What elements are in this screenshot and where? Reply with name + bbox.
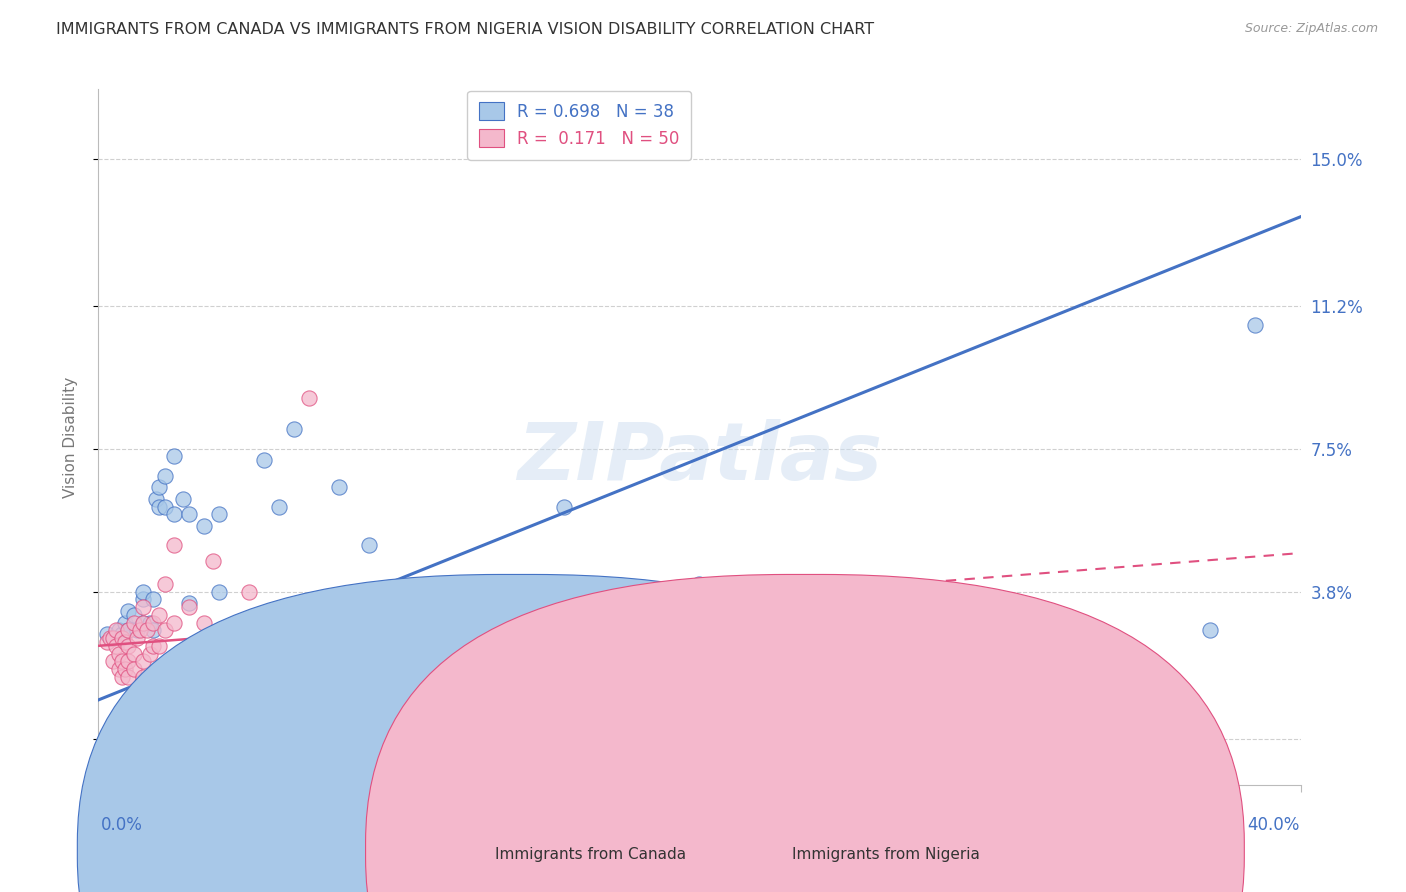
- Point: [127, 624, 149, 638]
- Point: [298, 392, 321, 406]
- Point: [96, 635, 118, 649]
- Point: [117, 624, 139, 638]
- Point: [108, 662, 131, 676]
- Point: [132, 592, 155, 607]
- Legend: R = 0.698   N = 38, R =  0.171   N = 50: R = 0.698 N = 38, R = 0.171 N = 50: [467, 91, 692, 160]
- Point: [328, 480, 350, 494]
- Point: [124, 647, 146, 661]
- Point: [148, 480, 170, 494]
- Point: [141, 592, 163, 607]
- Point: [357, 538, 380, 552]
- Point: [208, 508, 231, 522]
- Point: [162, 508, 184, 522]
- Point: [127, 631, 149, 645]
- Point: [103, 654, 125, 668]
- Point: [100, 631, 122, 645]
- Point: [153, 577, 176, 591]
- Point: [111, 670, 134, 684]
- Point: [117, 624, 139, 638]
- Point: [124, 607, 146, 622]
- Point: [689, 577, 711, 591]
- Point: [114, 635, 136, 649]
- Point: [117, 604, 139, 618]
- Point: [193, 615, 215, 630]
- Point: [114, 615, 136, 630]
- Text: Immigrants from Nigeria: Immigrants from Nigeria: [792, 847, 980, 863]
- Point: [103, 631, 125, 645]
- Point: [177, 600, 200, 615]
- Point: [141, 639, 163, 653]
- Point: [267, 615, 290, 630]
- Point: [153, 624, 176, 638]
- Point: [108, 624, 131, 638]
- Point: [177, 596, 200, 610]
- Point: [177, 508, 200, 522]
- Point: [141, 615, 163, 630]
- Y-axis label: Vision Disability: Vision Disability: [63, 376, 77, 498]
- Point: [172, 491, 194, 506]
- Point: [124, 662, 146, 676]
- Text: 0.0%: 0.0%: [101, 816, 143, 834]
- Point: [222, 647, 245, 661]
- Point: [177, 647, 200, 661]
- Point: [108, 647, 131, 661]
- Point: [153, 468, 176, 483]
- Point: [538, 596, 561, 610]
- Point: [141, 624, 163, 638]
- Point: [283, 654, 305, 668]
- Text: IMMIGRANTS FROM CANADA VS IMMIGRANTS FROM NIGERIA VISION DISABILITY CORRELATION : IMMIGRANTS FROM CANADA VS IMMIGRANTS FRO…: [56, 22, 875, 37]
- Point: [238, 584, 260, 599]
- Point: [117, 654, 139, 668]
- Point: [111, 631, 134, 645]
- Point: [111, 654, 134, 668]
- Point: [96, 627, 118, 641]
- Point: [132, 670, 155, 684]
- Point: [105, 639, 128, 653]
- Point: [124, 615, 146, 630]
- Point: [129, 624, 152, 638]
- Point: [138, 647, 160, 661]
- Point: [283, 422, 305, 436]
- Point: [929, 584, 952, 599]
- Point: [145, 491, 167, 506]
- Text: Immigrants from Canada: Immigrants from Canada: [495, 847, 686, 863]
- Point: [105, 624, 128, 638]
- Point: [388, 584, 411, 599]
- Point: [193, 519, 215, 533]
- Point: [132, 615, 155, 630]
- Point: [553, 500, 575, 514]
- Point: [162, 615, 184, 630]
- Point: [132, 600, 155, 615]
- Text: 40.0%: 40.0%: [1247, 816, 1299, 834]
- Point: [328, 615, 350, 630]
- Point: [267, 500, 290, 514]
- Point: [103, 631, 125, 645]
- Point: [111, 627, 134, 641]
- Point: [148, 607, 170, 622]
- Point: [447, 584, 470, 599]
- Point: [253, 453, 276, 467]
- Text: ZIPatlas: ZIPatlas: [517, 419, 882, 497]
- Point: [162, 450, 184, 464]
- Point: [114, 662, 136, 676]
- Point: [148, 500, 170, 514]
- Point: [1199, 624, 1222, 638]
- Point: [162, 538, 184, 552]
- Point: [148, 639, 170, 653]
- Point: [208, 584, 231, 599]
- Point: [153, 500, 176, 514]
- Point: [117, 639, 139, 653]
- Point: [132, 615, 155, 630]
- Text: Source: ZipAtlas.com: Source: ZipAtlas.com: [1244, 22, 1378, 36]
- Point: [135, 624, 157, 638]
- Point: [138, 615, 160, 630]
- Point: [132, 584, 155, 599]
- Point: [117, 670, 139, 684]
- Point: [208, 624, 231, 638]
- Point: [201, 554, 224, 568]
- Point: [1244, 318, 1267, 332]
- Point: [132, 654, 155, 668]
